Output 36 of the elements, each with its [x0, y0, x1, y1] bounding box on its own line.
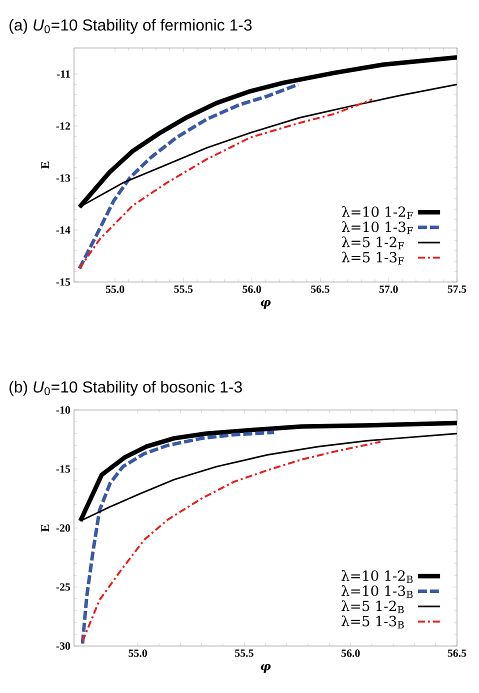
x-tick-label: 56.0: [341, 650, 360, 657]
legend-label: λ=5 1-3$_{B}$: [341, 615, 404, 628]
legend-label: λ=10 1-3$_{F}$: [342, 221, 413, 234]
y-tick-label: -15: [56, 278, 70, 286]
y-tick-label: -30: [56, 642, 70, 650]
y-tick-label: -20: [56, 524, 70, 532]
x-tick-label: 55.0: [128, 650, 148, 657]
legend-label: λ=5 1-2$_{B}$: [341, 600, 404, 614]
y-tick-label: -25: [56, 583, 70, 591]
legend-label: λ=10 1-2$_{B}$: [341, 570, 413, 583]
legend-label: λ=10 1-2$_{F}$: [342, 206, 413, 219]
chart-title: (b) U$_{0}$=10 Stability of bosonic 1-3: [10, 380, 242, 396]
y-tick-label: -10: [56, 406, 70, 414]
chart-title: (a) U$_{0}$=10 Stability of fermionic 1-3: [10, 18, 252, 34]
y-axis-title: E: [41, 162, 50, 169]
x-tick-label: 57.0: [379, 286, 398, 293]
line-series: [78, 82, 300, 270]
legend-label: λ=5 1-3$_{F}$: [342, 252, 404, 264]
line-series: [80, 430, 276, 646]
x-tick-label: 55.0: [106, 286, 124, 293]
y-tick-label: -15: [56, 465, 70, 473]
x-tick-label: 56.5: [448, 650, 466, 657]
y-tick-label: -14: [56, 226, 70, 234]
x-tick-label: 55.5: [235, 650, 254, 657]
y-tick-label: -13: [56, 174, 70, 182]
y-tick-label: -11: [56, 70, 70, 78]
legend-label: λ=5 1-2$_{F}$: [342, 236, 404, 250]
y-tick-label: -12: [56, 122, 70, 130]
x-tick-label: 55.5: [174, 286, 193, 293]
x-tick-label: 56.0: [242, 286, 261, 293]
legend-label: λ=10 1-3$_{B}$: [341, 585, 413, 598]
x-tick-label: 56.5: [311, 286, 330, 293]
x-tick-label: 57.5: [448, 286, 466, 293]
x-axis-title: φ: [260, 300, 271, 309]
y-axis-title: E: [41, 524, 50, 532]
x-axis-title: φ: [260, 664, 271, 673]
